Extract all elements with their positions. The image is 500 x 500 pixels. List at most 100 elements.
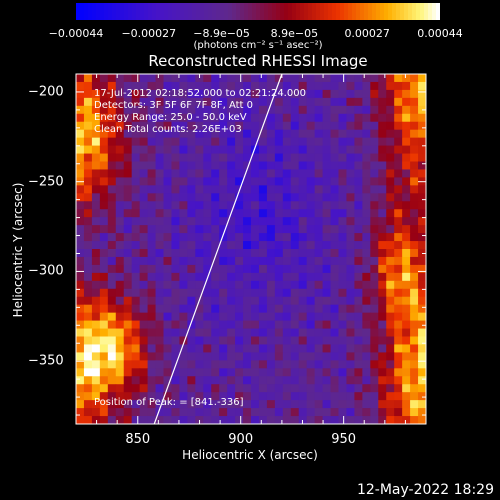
heatmap-cell xyxy=(274,368,284,377)
heatmap-cell xyxy=(330,81,339,91)
heatmap-cell xyxy=(235,360,244,369)
heatmap-cell xyxy=(211,185,220,194)
heatmap-cell xyxy=(115,256,125,266)
heatmap-cell xyxy=(386,249,395,258)
heatmap-cell xyxy=(195,169,204,178)
heatmap-cell xyxy=(330,400,339,409)
heatmap-cell xyxy=(187,81,196,91)
heatmap-cell xyxy=(179,368,188,377)
heatmap-cell xyxy=(139,320,149,330)
heatmap-cell xyxy=(410,304,419,314)
heatmap-cell xyxy=(354,217,363,226)
colorbar-swatch xyxy=(380,3,385,20)
colorbar-swatch xyxy=(220,3,225,20)
heatmap-cell xyxy=(370,376,379,385)
heatmap-cell xyxy=(394,336,403,345)
heatmap-cell xyxy=(386,352,395,361)
heatmap-cell xyxy=(163,185,172,194)
heatmap-cell xyxy=(243,392,252,401)
heatmap-cell xyxy=(314,320,324,330)
heatmap-cell xyxy=(282,296,292,306)
heatmap-cell xyxy=(139,105,149,115)
heatmap-cell xyxy=(179,280,188,290)
heatmap-cell xyxy=(76,328,85,337)
heatmap-cell xyxy=(274,400,284,409)
heatmap-cell xyxy=(155,264,164,274)
heatmap-cell xyxy=(370,137,379,147)
heatmap-cell xyxy=(147,408,157,417)
heatmap-cell xyxy=(306,74,316,83)
heatmap-cell xyxy=(163,137,172,147)
colorbar-swatch xyxy=(328,3,333,20)
heatmap-cell xyxy=(338,344,347,353)
heatmap-cell xyxy=(314,193,324,202)
heatmap-cell xyxy=(99,344,109,353)
heatmap-cell xyxy=(99,185,109,194)
heatmap-cell xyxy=(378,177,387,186)
heatmap-cell xyxy=(211,105,220,115)
heatmap-cell xyxy=(179,233,188,242)
colorbar-swatch xyxy=(132,3,137,20)
heatmap-cell xyxy=(211,89,220,99)
heatmap-cell xyxy=(107,105,117,115)
heatmap-cell xyxy=(298,368,308,377)
heatmap-cell xyxy=(243,169,252,178)
heatmap-cell xyxy=(139,137,149,147)
heatmap-cell xyxy=(394,392,403,401)
heatmap-cell xyxy=(330,368,339,377)
heatmap-cell xyxy=(306,217,316,226)
heatmap-cell xyxy=(91,360,101,369)
heatmap-cell xyxy=(123,241,133,250)
heatmap-cell xyxy=(258,169,268,178)
colorbar-swatch xyxy=(332,3,337,20)
heatmap-cell xyxy=(418,256,426,266)
heatmap-cell xyxy=(179,264,188,274)
heatmap-cell xyxy=(219,113,228,123)
heatmap-cell xyxy=(418,416,426,424)
heatmap-cell xyxy=(195,74,204,83)
heatmap-cell xyxy=(338,89,347,99)
heatmap-cell xyxy=(211,416,220,424)
heatmap-cell xyxy=(274,185,284,194)
heatmap-cell xyxy=(338,392,347,401)
heatmap-cell xyxy=(290,89,300,99)
heatmap-cell xyxy=(195,137,204,147)
heatmap-cell xyxy=(314,400,324,409)
heatmap-cell xyxy=(258,368,268,377)
heatmap-cell xyxy=(76,169,85,178)
heatmap-cell xyxy=(155,113,164,123)
heatmap-cell xyxy=(235,336,244,345)
heatmap-cell xyxy=(203,376,212,385)
colorbar-swatch xyxy=(204,3,209,20)
heatmap-cell xyxy=(274,408,284,417)
heatmap-cell xyxy=(83,161,93,170)
heatmap-cell xyxy=(314,169,324,178)
heatmap-cell xyxy=(195,209,204,218)
heatmap-cell xyxy=(251,89,260,99)
heatmap-cell xyxy=(203,288,212,298)
heatmap-cell xyxy=(123,113,133,123)
heatmap-cell xyxy=(322,360,332,369)
heatmap-cell xyxy=(402,344,411,353)
heatmap-cell xyxy=(362,185,371,194)
heatmap-cell xyxy=(243,352,252,361)
heatmap-cell xyxy=(338,280,347,290)
heatmap-cell xyxy=(211,360,220,369)
heatmap-cell xyxy=(394,344,403,353)
heatmap-cell xyxy=(171,121,180,131)
heatmap-cell xyxy=(338,113,347,123)
heatmap-cell xyxy=(282,81,292,91)
heatmap-cell xyxy=(330,145,339,155)
heatmap-cell xyxy=(266,416,276,424)
heatmap-cell xyxy=(282,272,292,282)
heatmap-cell xyxy=(410,320,419,330)
heatmap-cell xyxy=(115,169,125,178)
heatmap-cell xyxy=(298,113,308,123)
colorbar-swatch xyxy=(376,3,381,20)
heatmap-cell xyxy=(187,376,196,385)
heatmap-cell xyxy=(227,264,236,274)
heatmap-cell xyxy=(378,113,387,123)
heatmap-cell xyxy=(282,113,292,123)
heatmap-cell xyxy=(76,193,85,202)
heatmap-cell xyxy=(107,368,117,377)
